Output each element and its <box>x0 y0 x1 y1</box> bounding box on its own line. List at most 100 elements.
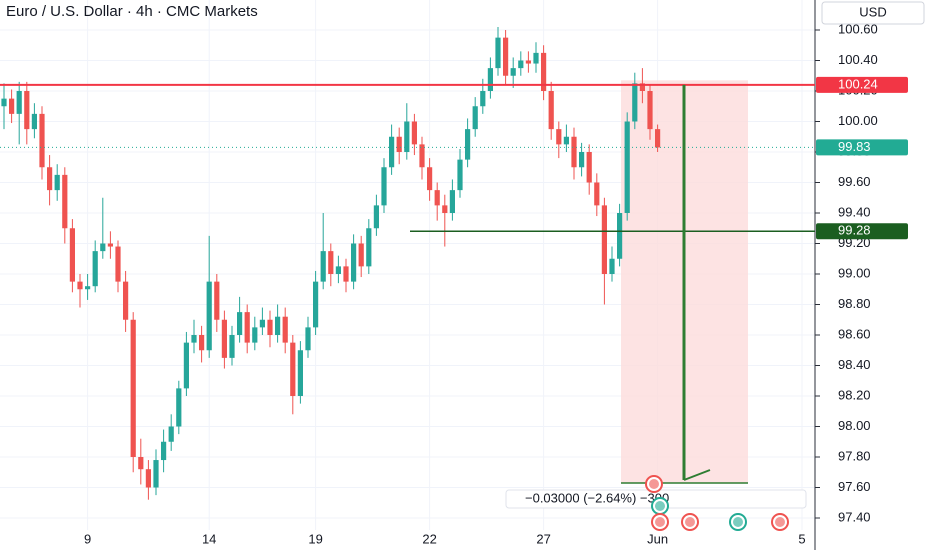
event-icon-dot <box>655 517 665 527</box>
event-icon-dot <box>775 517 785 527</box>
candle-body <box>123 281 129 320</box>
candle-body <box>259 319 265 328</box>
candle-body <box>381 167 387 206</box>
candle-body <box>465 129 471 160</box>
candle-body <box>609 258 615 274</box>
candle-body <box>617 213 623 259</box>
candle-body <box>373 205 379 229</box>
level-badge <box>816 223 908 240</box>
candle-body <box>115 246 121 282</box>
candle-body <box>411 121 417 145</box>
x-tick-label: 27 <box>536 531 550 546</box>
candle-body <box>62 174 68 229</box>
candle-body <box>47 167 53 191</box>
candle-body <box>404 121 410 152</box>
candle-body <box>518 60 524 69</box>
y-tick-label: 98.60 <box>838 326 871 341</box>
candle-body <box>191 335 197 343</box>
candle-body <box>601 205 607 274</box>
candle-body <box>320 251 326 282</box>
y-tick-label: 100.40 <box>838 52 878 67</box>
y-tick-label: 98.80 <box>838 296 871 311</box>
currency-box[interactable] <box>821 1 925 25</box>
x-tick-label: 22 <box>422 531 436 546</box>
candle-body <box>335 266 341 274</box>
candle-body <box>85 286 91 290</box>
candle-body <box>145 469 151 488</box>
candle-body <box>472 106 478 130</box>
candle-body <box>229 335 235 358</box>
candle-body <box>495 37 501 69</box>
annotation-text: −0.03000 (−2.64%) −300 <box>525 490 669 505</box>
candle-body <box>594 182 600 206</box>
candle-body <box>328 251 334 274</box>
y-tick-label: 98.00 <box>838 418 871 433</box>
candle-body <box>655 129 661 148</box>
candle-body <box>305 327 311 351</box>
candle-body <box>290 342 296 396</box>
level-label: 100.24 <box>838 76 878 91</box>
candle-body <box>525 60 531 64</box>
candle-body <box>449 190 455 213</box>
candle-body <box>107 243 113 247</box>
candle-body <box>252 327 258 343</box>
candle-body <box>161 441 167 461</box>
candle-body <box>533 52 539 64</box>
candle-body <box>586 152 592 183</box>
candle-body <box>571 136 577 168</box>
candle-body <box>31 113 37 130</box>
y-tick-label: 98.20 <box>838 387 871 402</box>
x-tick-label: 5 <box>798 531 805 546</box>
candle-body <box>632 83 638 122</box>
candle-body <box>503 37 509 76</box>
candle-body <box>199 335 205 351</box>
x-tick-label: Jun <box>647 531 668 546</box>
level-badge <box>816 76 908 93</box>
candle-body <box>24 91 30 130</box>
candle-body <box>351 243 357 282</box>
y-tick-label: 98.40 <box>838 357 871 372</box>
candle-body <box>624 121 630 213</box>
y-tick-label: 100.00 <box>838 113 878 128</box>
candle-body <box>297 350 303 396</box>
candle-body <box>389 136 395 168</box>
event-icon-dot <box>655 501 665 511</box>
candle-body <box>176 388 182 427</box>
candle-body <box>556 129 562 145</box>
currency-label[interactable]: USD <box>859 4 886 19</box>
candle-body <box>39 113 45 168</box>
last-price-label: 99.83 <box>838 139 871 154</box>
y-tick-label: 99.00 <box>838 265 871 280</box>
candle-body <box>563 136 569 145</box>
candle-body <box>427 167 433 191</box>
x-tick-label: 19 <box>308 531 322 546</box>
candle-body <box>579 152 585 168</box>
candle-body <box>214 281 220 320</box>
candle-body <box>343 266 349 282</box>
candle-body <box>487 68 493 91</box>
candle-body <box>419 144 425 168</box>
target-arrow-head <box>683 469 711 481</box>
candle-body <box>9 98 15 114</box>
y-tick-label: 97.60 <box>838 479 871 494</box>
candle-body <box>358 243 364 267</box>
candle-body <box>313 281 319 328</box>
candle-body <box>541 52 547 91</box>
candle-body <box>138 457 144 470</box>
candle-body <box>153 460 159 488</box>
candle-body <box>69 228 75 282</box>
y-tick-label: 99.40 <box>838 204 871 219</box>
event-icon-dot <box>733 517 743 527</box>
y-tick-label: 99.60 <box>838 174 871 189</box>
candle-body <box>1 98 7 107</box>
y-tick-label: 97.80 <box>838 448 871 463</box>
candle-body <box>77 281 83 290</box>
candle-body <box>639 83 645 91</box>
candle-body <box>168 426 174 442</box>
candle-body <box>183 342 189 389</box>
y-tick-label: 100.60 <box>838 21 878 36</box>
candle-body <box>221 319 227 358</box>
candle-body <box>206 281 212 351</box>
last-price-badge <box>816 139 908 156</box>
